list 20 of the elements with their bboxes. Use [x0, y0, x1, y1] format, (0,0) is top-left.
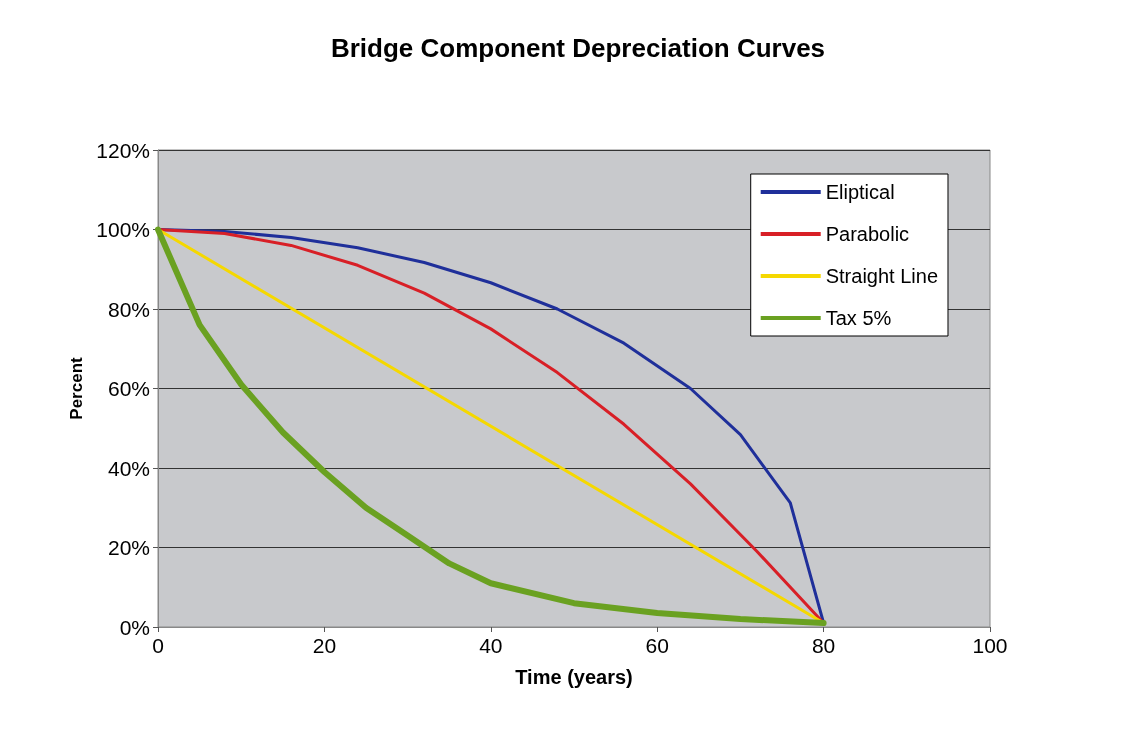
legend-label: Straight Line	[825, 265, 938, 287]
y-tick-label: 100%	[96, 218, 150, 241]
y-tick-label: 60%	[107, 377, 150, 400]
legend-label: Eliptical	[825, 181, 895, 203]
x-tick-label: 60	[645, 634, 669, 657]
x-tick-label: 80	[811, 634, 836, 657]
chart-title: Bridge Component Depreciation Curves	[330, 33, 826, 63]
y-tick-label: 80%	[107, 297, 150, 321]
y-tick-label: 20%	[107, 536, 150, 559]
x-tick-label: 20	[312, 634, 337, 657]
x-tick-label: 40	[479, 634, 503, 657]
y-tick-label: 40%	[107, 456, 150, 480]
y-axis-title: Percent	[67, 356, 87, 420]
x-tick-label: 0	[152, 634, 164, 657]
x-tick-label: 100	[972, 634, 1008, 657]
legend-label: Parabolic	[825, 223, 910, 245]
legend-label: Tax 5%	[825, 307, 892, 329]
y-tick-label: 0%	[119, 615, 150, 639]
y-tick-label: 120%	[96, 138, 150, 162]
x-axis-title: Time (years)	[515, 666, 633, 688]
